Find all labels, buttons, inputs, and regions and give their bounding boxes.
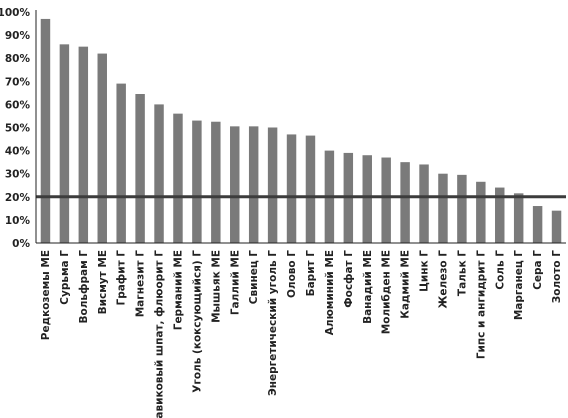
bar (532, 206, 543, 243)
bar (116, 83, 126, 243)
bar (40, 18, 51, 244)
bar (173, 113, 183, 243)
y-tick-label: 50% (5, 123, 31, 135)
y-tick-label: 20% (5, 192, 31, 204)
bar (381, 157, 391, 243)
y-tick-label: 30% (5, 169, 31, 181)
category-label: Золото Г (551, 250, 563, 304)
bar (513, 193, 524, 243)
category-label: Тальк Г (456, 250, 468, 296)
y-tick-label: 0% (12, 238, 30, 250)
bar (230, 126, 240, 243)
bar (78, 46, 89, 244)
category-label: Графит Г (116, 250, 128, 306)
category-label: Молибден МЕ (381, 250, 393, 334)
category-label: Алюминий МЕ (324, 250, 336, 335)
bars (40, 18, 562, 244)
category-label: Свинец Г (248, 250, 260, 305)
y-tick-label: 100% (0, 7, 30, 19)
y-tick-label: 80% (5, 53, 31, 65)
category-label: Барит Г (305, 250, 317, 297)
bar (476, 181, 486, 243)
category-label: Плавиковый шпат, флюорит Г (154, 250, 166, 418)
bar (400, 162, 410, 243)
category-label: Мышьяк МЕ (210, 250, 222, 323)
bar (267, 127, 278, 243)
bar (154, 104, 164, 244)
bar (192, 120, 202, 243)
y-tick-label: 70% (5, 76, 31, 88)
bar (551, 210, 562, 243)
category-label: Уголь (коксующийся) Г (191, 250, 203, 393)
bar (286, 134, 297, 243)
bar (97, 53, 107, 243)
category-label: Олово Г (286, 250, 298, 298)
bar (305, 135, 316, 243)
category-label: Висмут МЕ (97, 250, 109, 314)
category-label: Кадмий МЕ (400, 250, 412, 319)
y-tick-label: 60% (5, 99, 31, 111)
bar (362, 155, 372, 243)
category-label: Гипс и ангидрит Г (475, 250, 487, 359)
bar (457, 174, 467, 243)
category-label: Сурьма Г (59, 250, 71, 305)
category-label: Сера Г (532, 250, 544, 290)
bar (135, 94, 145, 243)
bar (495, 187, 505, 243)
category-label: Ванадий МЕ (362, 250, 374, 324)
category-label: Марганец Г (513, 250, 525, 320)
category-label: Соль Г (494, 250, 506, 290)
y-axis-labels: 0% 10% 20% 30% 40% 50% 60% 70% 80% 90% 100% (0, 7, 30, 250)
y-tick-label: 40% (5, 146, 31, 158)
x-axis-labels: Редкоземы МЕ Сурьма Г Вольфрам Г Висмут МЕ Г… (40, 250, 563, 418)
category-label: Редкоземы МЕ (40, 250, 52, 340)
category-label: Фосфат Г (343, 250, 355, 308)
category-label: Галлий МЕ (229, 250, 241, 315)
bar (59, 44, 70, 244)
category-label: Германий МЕ (172, 250, 184, 330)
bar (248, 126, 259, 243)
category-label: Вольфрам Г (78, 250, 90, 324)
bar (438, 173, 448, 243)
bar (419, 164, 429, 243)
category-label: Магнезит Г (135, 250, 147, 318)
bar (211, 121, 221, 243)
y-tick-label: 90% (5, 30, 31, 42)
y-tick-label: 10% (5, 215, 31, 227)
category-label: Железо Г (437, 250, 449, 309)
category-label: Цинк Г (419, 250, 431, 292)
category-label: Энергетический уголь Г (267, 250, 279, 396)
